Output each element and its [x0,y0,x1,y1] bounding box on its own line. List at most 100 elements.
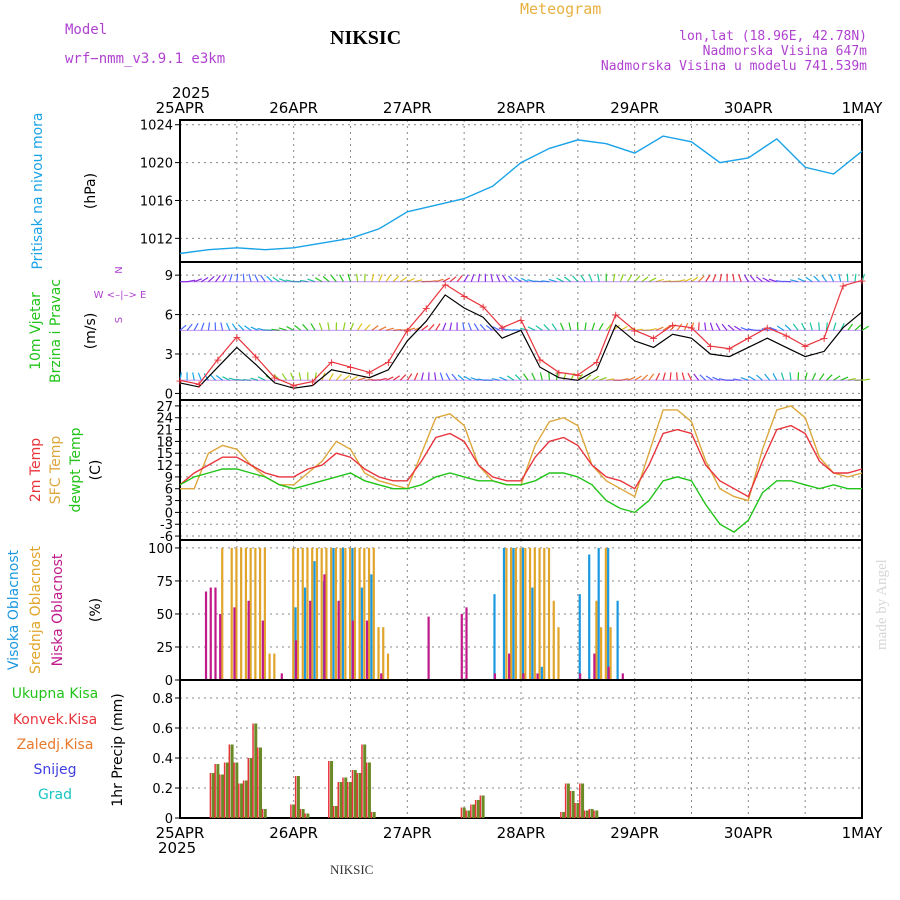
precip-total-bar [216,764,220,818]
wind-gust-marker: + [554,366,563,379]
mid-cloud-bar [382,627,385,680]
wind-gust-marker: + [838,280,847,293]
precip-total-bar [476,800,480,818]
precip-total-bar [230,744,234,818]
low-cloud-bar [493,673,497,680]
x-label-top: 29APR [610,99,659,117]
low-cloud-bar [380,673,383,680]
precip-conv-bar [356,773,358,818]
wind-barb [357,323,363,331]
precip-total-bar [249,758,253,818]
wind-gust-marker: + [706,340,715,353]
y-tick-label: 1016 [140,194,173,209]
wind-barb [605,323,612,331]
wind-barb [756,374,763,381]
wind-barb [556,277,564,283]
wind-gust-marker: + [384,356,393,369]
precip-conv-bar [242,780,245,818]
wind-barb [705,274,711,283]
wind-barb [801,322,806,331]
panel-wind: 0 3 6 9 + + + + + + + + + + + + + + + + + + + + + + + + + + + + + + + + + + + +… [165,261,871,402]
wind-gust-marker: + [516,314,525,327]
wind-barb [597,273,600,282]
wind-barb [496,274,501,282]
wind-barb [499,376,508,381]
high-cloud-bar [502,547,506,680]
y-tick-label: 12 [156,459,173,474]
wind-barb [522,373,529,381]
wind-gust-marker: + [782,330,791,343]
wind-barb [811,372,817,381]
precip-conv-bar [479,795,482,818]
wind-barb [648,373,655,381]
wind-barb [687,372,693,381]
precip-conv-bar [290,804,292,818]
mid-cloud-bar [353,547,356,680]
wind-barb [385,274,392,283]
precip-total-bar [585,810,589,818]
high-cloud-bar [588,554,591,680]
wind-barb [543,324,550,331]
station-title: NIKSIC [330,27,401,49]
precip-conv-bar [588,809,591,818]
precip-total-bar [344,777,348,818]
wind-barb [310,323,316,331]
precip-total-bar [467,810,471,818]
wind-barb [371,325,379,331]
precip-total-bar [363,744,367,818]
x-label-bottom: 26APR [269,824,318,842]
precip-total-bar [306,813,310,818]
mid-cloud-bar [528,547,532,680]
wind-gust-marker: + [175,374,184,387]
wind-barb [648,277,657,283]
wind-gust-marker: + [592,356,601,369]
mid-cloud-bar [510,547,513,680]
y-tick-label: 0.6 [152,722,173,737]
mid-cloud-bar [292,547,295,680]
wind-barb [200,322,205,331]
high-cloud-bar [303,587,307,680]
precip-total-bar [296,776,300,818]
wind-barb [821,274,827,283]
y-tick-label: 3 [165,348,173,363]
wind-ylabel-2: Brzina i Pravac [48,279,64,383]
wind-barb [467,322,472,331]
y-tick-label: 0.2 [152,782,173,797]
mid-cloud-bar [519,547,522,680]
wind-barb [805,276,813,283]
wind-barb [250,326,259,331]
high-cloud-bar [370,574,373,680]
mid-cloud-bar [557,627,560,680]
precip-conv-bar [593,810,595,818]
year-bottom: 2025 [158,839,196,857]
mid-cloud-bar [320,547,323,680]
wind-barb [335,373,342,381]
wind-gust-line [179,279,863,387]
wind-barb [662,372,666,381]
precip-conv-bar [560,812,562,818]
wind-barb [479,323,486,331]
wind-barb [457,374,465,381]
wind-barb [715,322,721,331]
temp-unit: (C) [88,460,104,481]
wind-barb [355,273,359,282]
wind-gust-marker: + [441,278,450,291]
mid-cloud-bar [524,547,527,680]
precip-conv-bar [342,777,344,818]
wind-barb [242,273,245,282]
wind-barb [339,274,344,283]
precip-total-bar [472,804,476,818]
wind-barb [209,373,216,381]
wind-barb [318,322,323,331]
precip-legend-item: Snijeg [33,762,76,778]
low-cloud-bar [247,600,250,680]
wind-barb [734,325,742,331]
high-cloud-bar [493,594,496,680]
wind-barb [514,276,522,283]
precip-conv-bar [233,762,235,818]
pressure-line [179,135,863,255]
x-label-top: 25APR [156,99,205,117]
mid-cloud-bar [334,547,337,680]
wind-barb [825,322,828,331]
y-tick-label: 0 [165,387,173,402]
